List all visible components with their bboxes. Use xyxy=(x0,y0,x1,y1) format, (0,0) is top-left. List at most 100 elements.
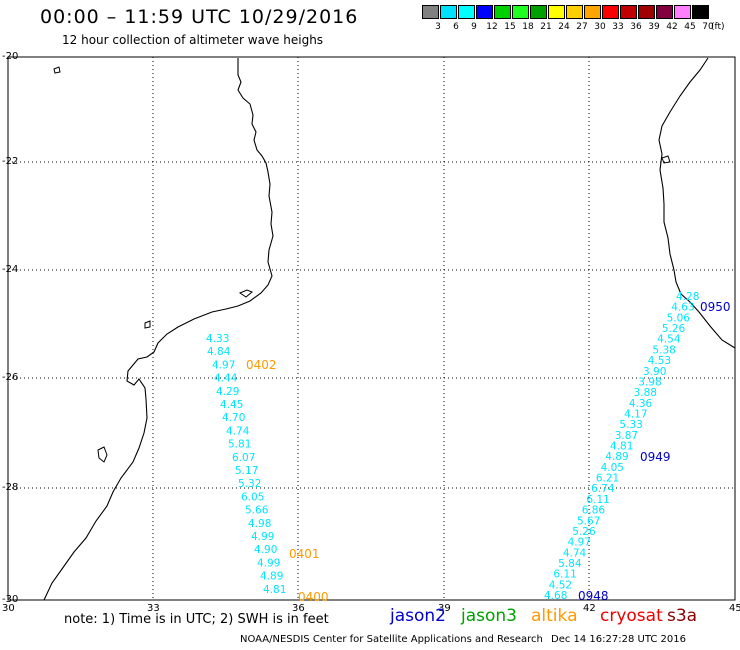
legend-swatch xyxy=(674,5,691,19)
legend-label: 33 xyxy=(612,22,624,32)
legend-label: 30 xyxy=(594,22,606,32)
satellite-key-cryosat: cryosat xyxy=(600,606,663,626)
legend-swatch xyxy=(422,5,439,19)
longitude-tick: 36 xyxy=(292,603,305,614)
swh-value: 4.53 xyxy=(648,355,671,367)
latitude-tick: -26 xyxy=(2,372,19,383)
swh-value: 6.11 xyxy=(553,569,576,581)
legend-unit: (ft) xyxy=(711,22,725,32)
legend-swatch xyxy=(656,5,673,19)
longitude-tick: 30 xyxy=(2,603,15,614)
legend-label: 3 xyxy=(435,22,441,32)
swh-value: 4.29 xyxy=(216,386,239,398)
swh-value: 5.17 xyxy=(235,465,258,477)
map-title: 00:00 – 11:59 UTC 10/29/2016 xyxy=(40,6,359,28)
swh-value: 5.32 xyxy=(238,478,261,490)
swh-value: 4.74 xyxy=(563,547,587,559)
wave-height-color-legend: (ft) 3 6 9 12 15 18 21 24 27 30 33 36 39 42 45 70 xyxy=(422,5,728,35)
longitude-tick: 42 xyxy=(583,603,596,614)
swh-value: 4.45 xyxy=(220,399,243,411)
pass-time-label: 0400 xyxy=(298,590,329,604)
swh-value: 4.89 xyxy=(605,451,628,463)
coastal-detail-2 xyxy=(238,289,253,298)
swh-value: 3.90 xyxy=(643,366,666,378)
legend-label: 12 xyxy=(486,22,498,32)
swh-value: 6.07 xyxy=(232,452,255,464)
swh-value: 4.54 xyxy=(657,334,681,346)
swh-value: 4.89 xyxy=(260,571,283,583)
legend-label: 15 xyxy=(504,22,516,32)
longitude-tick: 33 xyxy=(147,603,160,614)
legend-label: 27 xyxy=(576,22,588,32)
swh-value: 5.26 xyxy=(662,323,686,335)
swh-value: 4.52 xyxy=(549,579,572,591)
legend-swatch xyxy=(638,5,655,19)
satellite-key-s3a: s3a xyxy=(667,606,698,626)
western-coastline xyxy=(43,58,274,601)
legend-swatch xyxy=(620,5,637,19)
swh-value: 5.33 xyxy=(619,419,642,431)
legend-swatch xyxy=(602,5,619,19)
pass-time-label: 0402 xyxy=(246,358,277,372)
satellite-key-jason2: jason2 xyxy=(390,606,446,626)
longitude-tick: 39 xyxy=(438,603,451,614)
swh-value: 4.17 xyxy=(624,408,647,420)
legend-swatch xyxy=(566,5,583,19)
coastal-detail-5 xyxy=(661,155,671,164)
swh-value: 4.44 xyxy=(214,373,238,385)
legend-label: 18 xyxy=(522,22,534,32)
swh-value: 4.36 xyxy=(629,398,653,410)
legend-swatch xyxy=(530,5,547,19)
swh-value: 5.84 xyxy=(558,558,582,570)
latitude-tick: -20 xyxy=(2,51,19,62)
satellite-key-jason3: jason3 xyxy=(461,606,517,626)
swh-value: 6.05 xyxy=(241,491,264,503)
swh-value: 4.05 xyxy=(601,462,624,474)
swh-value: 5.38 xyxy=(652,344,675,356)
swh-value: 4.84 xyxy=(207,346,231,358)
swh-value: 3.98 xyxy=(638,376,661,388)
map-frame xyxy=(7,56,736,601)
legend-label: 70 xyxy=(702,22,714,32)
swh-value: 4.81 xyxy=(610,441,633,453)
pass-time-label: 0948 xyxy=(578,589,609,603)
legend-swatch xyxy=(584,5,601,19)
wave-height-labels: 4.334.844.974.444.294.454.704.745.816.07… xyxy=(206,291,731,604)
swh-value: 5.67 xyxy=(577,515,600,527)
swh-value: 5.26 xyxy=(572,526,596,538)
coastal-detail-4 xyxy=(53,66,61,74)
legend-swatch xyxy=(512,5,529,19)
pass-time-label: 0401 xyxy=(289,547,320,561)
latitude-tick: -22 xyxy=(2,156,19,167)
coastal-detail-3 xyxy=(97,446,108,463)
legend-swatch xyxy=(440,5,457,19)
swh-value: 4.99 xyxy=(257,557,280,569)
swh-value: 3.88 xyxy=(634,387,657,399)
legend-label: 9 xyxy=(471,22,477,32)
legend-swatch xyxy=(692,5,709,19)
swh-value: 5.81 xyxy=(228,439,251,451)
latitude-tick: -28 xyxy=(2,482,19,493)
swh-value: 4.98 xyxy=(248,518,271,530)
swh-value: 6.11 xyxy=(586,494,609,506)
longitude-tick: 45 xyxy=(729,603,740,614)
legend-label: 24 xyxy=(558,22,570,32)
legend-label: 45 xyxy=(684,22,696,32)
swh-value: 4.81 xyxy=(263,584,286,596)
latitude-tick: -24 xyxy=(2,264,19,275)
lat-lon-grid xyxy=(8,57,735,600)
legend-swatch xyxy=(494,5,511,19)
legend-label: 42 xyxy=(666,22,678,32)
legend-swatch xyxy=(458,5,475,19)
legend-label: 36 xyxy=(630,22,642,32)
swh-value: 3.87 xyxy=(615,430,638,442)
swh-value: 6.74 xyxy=(591,483,615,495)
swh-value: 6.86 xyxy=(582,505,606,517)
pass-time-label: 0949 xyxy=(640,450,671,464)
swh-value: 4.97 xyxy=(568,537,591,549)
swh-value: 5.06 xyxy=(667,312,691,324)
swh-value: 4.68 xyxy=(544,590,567,602)
pass-time-label: 0950 xyxy=(700,300,731,314)
eastern-coastline xyxy=(658,57,736,349)
legend-label: 21 xyxy=(540,22,552,32)
